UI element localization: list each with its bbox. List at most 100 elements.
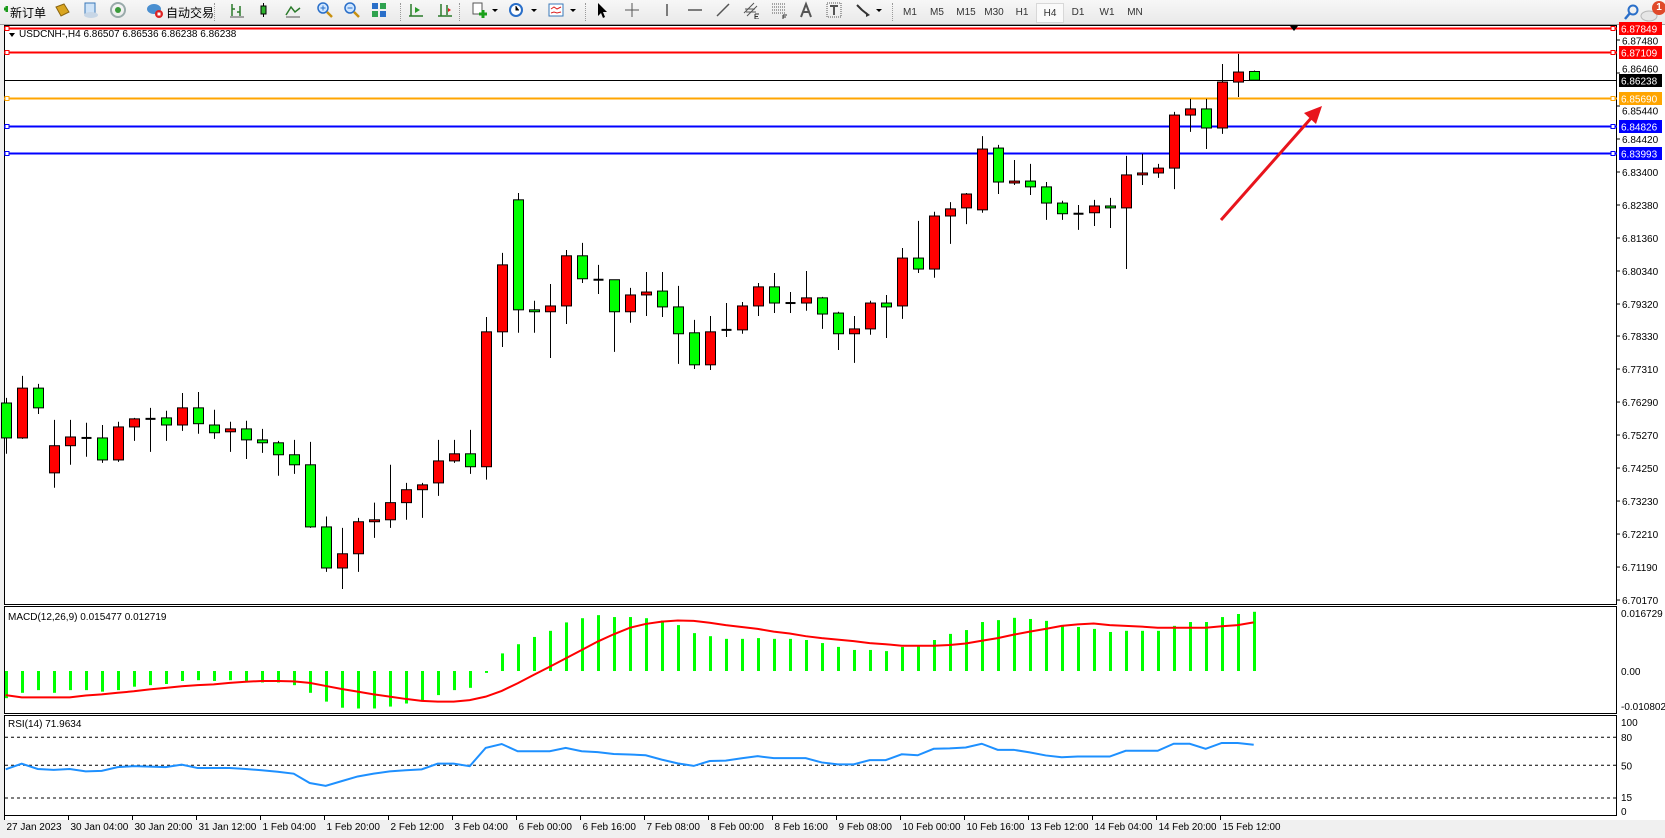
arrows-button[interactable]: [854, 2, 872, 22]
period-m1-button[interactable]: M1: [903, 6, 917, 18]
chevron-down-button[interactable]: [564, 2, 582, 22]
period-h1-button[interactable]: H1: [1015, 6, 1029, 18]
level-anchor-left[interactable]: [4, 151, 10, 156]
vertical-line-button[interactable]: [658, 2, 676, 22]
level-price-tag: [1619, 92, 1662, 105]
period-m5-button[interactable]: M5: [930, 6, 944, 18]
macd-histogram-bar: [421, 671, 424, 701]
macd-signal-line: [5, 619, 1254, 703]
period-w1-button[interactable]: W1: [1099, 6, 1115, 18]
macd-histogram-bar: [933, 640, 936, 671]
notification-badge[interactable]: 1: [1652, 1, 1665, 15]
search-icon[interactable]: [1622, 3, 1640, 21]
macd-histogram-bar: [1141, 630, 1144, 671]
history-center-button[interactable]: [53, 2, 71, 22]
navigator-button[interactable]: [82, 2, 100, 22]
candle: [529, 300, 540, 333]
cursor-button[interactable]: [593, 2, 611, 22]
macd-histogram-bar: [373, 671, 376, 709]
zoom-in-button[interactable]: [316, 1, 334, 24]
level-anchor-right[interactable]: [1610, 96, 1616, 101]
text-label-button[interactable]: [825, 2, 843, 22]
templates-icon: [547, 1, 565, 24]
tile-windows-button[interactable]: [370, 2, 388, 22]
time-label: 7 Feb 08:00: [647, 822, 701, 833]
time-label: 14 Feb 20:00: [1159, 822, 1217, 833]
cursor-icon: [593, 1, 611, 24]
symbol-menu-triangle-icon[interactable]: [9, 33, 15, 37]
chart-shift-marker[interactable]: [1290, 26, 1298, 31]
bar-chart-button[interactable]: [228, 2, 246, 22]
chart-shift-button[interactable]: [436, 2, 454, 22]
chat-bubble-icon[interactable]: [1640, 6, 1662, 29]
macd-histogram-bar: [1077, 627, 1080, 671]
macd-histogram-bar: [725, 638, 728, 671]
crosshair-icon: [623, 1, 641, 24]
level-anchor-right[interactable]: [1610, 124, 1616, 129]
candlestick-chart-icon: [255, 1, 273, 24]
candle-body: [481, 331, 492, 468]
auto-scroll-button[interactable]: [407, 2, 425, 22]
level-anchor-left[interactable]: [4, 96, 10, 101]
crosshair-button[interactable]: [623, 2, 641, 22]
level-anchor-left[interactable]: [4, 50, 10, 55]
autotrading-button[interactable]: 自动交易: [146, 2, 214, 22]
candle-body: [737, 305, 748, 331]
macd-histogram-bar: [389, 671, 392, 707]
macd-histogram-bar: [613, 617, 616, 671]
periodicity-clock-button[interactable]: [507, 2, 525, 22]
signals-button[interactable]: [109, 1, 127, 22]
chevron-down-button[interactable]: [525, 2, 543, 22]
new-order-button[interactable]: 新订单: [2, 2, 46, 22]
level-anchor-right[interactable]: [1610, 26, 1616, 31]
level-anchor-right[interactable]: [1610, 151, 1616, 156]
level-anchor-left[interactable]: [4, 124, 10, 129]
period-m30-button[interactable]: M30: [984, 6, 1004, 18]
macd-histogram-bar: [1205, 622, 1208, 671]
period-mn-button[interactable]: MN: [1127, 6, 1143, 18]
candle-body: [177, 407, 188, 426]
new-order-label: 新订单: [10, 5, 47, 20]
new-chart-button[interactable]: [470, 2, 488, 22]
chevron-down-button[interactable]: [870, 2, 888, 22]
candlestick-chart-button[interactable]: [255, 2, 273, 22]
candle: [689, 319, 700, 370]
candle-body: [817, 297, 828, 315]
candle: [625, 287, 636, 323]
time-label: 1 Feb 20:00: [327, 822, 381, 833]
trend-arrow[interactable]: [1219, 106, 1322, 221]
templates-button[interactable]: [547, 2, 565, 22]
candle-body: [945, 208, 956, 217]
zoom-out-button[interactable]: [343, 1, 361, 22]
line-chart-button[interactable]: [284, 2, 302, 22]
trendline-button[interactable]: [714, 2, 732, 22]
period-d1-button[interactable]: D1: [1071, 6, 1085, 18]
fibonacci-button[interactable]: [770, 2, 788, 22]
rsi-line: [5, 741, 1254, 787]
chevron-down-button[interactable]: [486, 2, 504, 22]
candle-body: [1185, 108, 1196, 116]
zoom-in-icon: [316, 1, 334, 24]
macd-tick-label: 0.00: [1621, 667, 1641, 678]
level-anchor-left[interactable]: [4, 26, 10, 31]
equidistant-channel-icon: [742, 1, 760, 24]
macd-histogram-bar: [1013, 617, 1016, 671]
level-price-tag: [1619, 46, 1662, 59]
price-tick-label: 6.72210: [1622, 530, 1659, 541]
time-label: 8 Feb 00:00: [711, 822, 765, 833]
horizontal-line-button[interactable]: [686, 2, 704, 22]
toolbar-separator: [892, 3, 895, 21]
macd-histogram-bar: [485, 671, 488, 673]
period-h4-button[interactable]: H4: [1036, 3, 1064, 23]
candle-body: [625, 294, 636, 313]
rsi-pane-border: [4, 715, 1617, 816]
text-button[interactable]: [797, 0, 815, 22]
equidistant-channel-button[interactable]: [742, 2, 760, 22]
vertical-line-icon: [658, 1, 676, 24]
period-m15-button[interactable]: M15: [956, 6, 976, 18]
candle-body: [801, 297, 812, 304]
macd-tick-label: 0.016729: [1621, 609, 1663, 620]
level-anchor-right[interactable]: [1610, 50, 1616, 55]
macd-histogram-bar: [1061, 625, 1064, 671]
